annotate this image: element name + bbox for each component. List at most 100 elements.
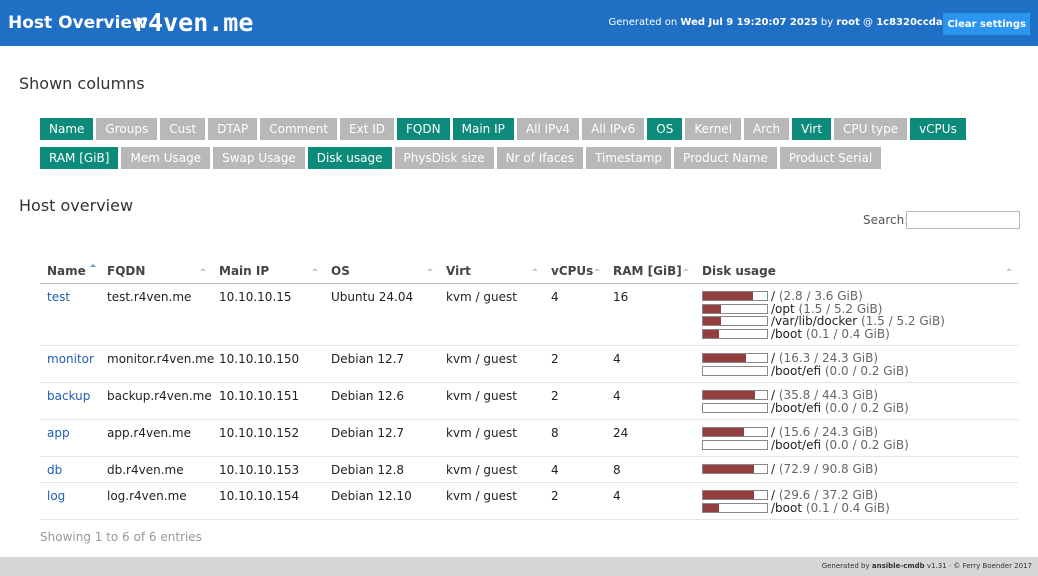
column-toggle[interactable]: All IPv6 bbox=[582, 118, 645, 140]
column-toggle[interactable]: Virt bbox=[792, 118, 832, 140]
mount-point: / bbox=[771, 289, 776, 303]
column-toggle[interactable]: Mem Usage bbox=[121, 147, 211, 169]
cell: 10.10.10.151 bbox=[212, 382, 324, 420]
column-toggle[interactable]: Groups bbox=[96, 118, 158, 140]
column-header[interactable]: Disk usage bbox=[695, 260, 1018, 284]
column-header[interactable]: OS bbox=[324, 260, 439, 284]
column-toggle[interactable]: Comment bbox=[260, 118, 338, 140]
column-toggle[interactable]: CPU type bbox=[834, 118, 908, 140]
cell: 16 bbox=[606, 283, 695, 346]
disk-bar bbox=[702, 353, 768, 363]
host-link[interactable]: monitor bbox=[47, 352, 94, 366]
column-header[interactable]: Main IP bbox=[212, 260, 324, 284]
disk-bar bbox=[702, 502, 768, 513]
column-header[interactable]: Virt bbox=[439, 260, 544, 284]
cell: kvm / guest bbox=[439, 345, 544, 383]
cell: backup.r4ven.me bbox=[100, 382, 212, 420]
mount-point: /boot bbox=[771, 326, 803, 341]
disk-cell: / (16.3 / 24.3 GiB)/boot/efi (0.0 / 0.2 … bbox=[695, 345, 1018, 383]
column-toggle[interactable]: Kernel bbox=[685, 118, 742, 140]
column-toggle[interactable]: Main IP bbox=[452, 118, 514, 140]
host-link[interactable]: test bbox=[47, 290, 71, 304]
disk-cell: / (35.8 / 44.3 GiB)/boot/efi (0.0 / 0.2 … bbox=[695, 382, 1018, 420]
column-header[interactable]: FQDN bbox=[100, 260, 212, 284]
column-toggle[interactable]: Timestamp bbox=[586, 147, 672, 169]
header-title: Host Overview bbox=[8, 13, 148, 33]
cell: Debian 12.7 bbox=[324, 419, 439, 457]
disk-bar-fill bbox=[703, 304, 722, 313]
disk-usage: (0.1 / 0.4 GiB) bbox=[805, 326, 890, 341]
column-header[interactable]: Name bbox=[40, 260, 100, 284]
cell: kvm / guest bbox=[439, 382, 544, 420]
disk: /var/lib/docker (1.5 / 5.2 GiB) bbox=[702, 315, 1011, 328]
host-link[interactable]: db bbox=[47, 463, 63, 477]
cell: 4 bbox=[606, 482, 695, 520]
column-toggle[interactable]: Ext ID bbox=[340, 118, 395, 140]
cell: 10.10.10.154 bbox=[212, 482, 324, 520]
cell: db bbox=[40, 456, 100, 483]
clear-settings-button[interactable]: Clear settings bbox=[943, 13, 1030, 35]
disk-bar bbox=[702, 402, 768, 413]
text: v1.31 · © Ferry Boender 2017 bbox=[926, 562, 1032, 570]
mount-point: / bbox=[771, 425, 776, 439]
column-toggle[interactable]: DTAP bbox=[208, 118, 258, 140]
cell: 8 bbox=[544, 419, 606, 457]
disk-usage: (72.9 / 90.8 GiB) bbox=[778, 462, 879, 476]
cell: 4 bbox=[544, 456, 606, 483]
mount-point: / bbox=[771, 351, 776, 365]
disk-bar bbox=[702, 291, 768, 301]
host-row: app app.r4ven.me 10.10.10.152 Debian 12.7 kv… bbox=[40, 419, 1018, 457]
cell: log.r4ven.me bbox=[100, 482, 212, 520]
disk-bar bbox=[702, 328, 768, 339]
cell: 2 bbox=[544, 482, 606, 520]
column-toggle[interactable]: Nr of Ifaces bbox=[496, 147, 584, 169]
column-toggle[interactable]: vCPUs bbox=[910, 118, 966, 140]
cell: 10.10.10.152 bbox=[212, 419, 324, 457]
column-header[interactable]: vCPUs bbox=[544, 260, 606, 284]
disk: /boot (0.1 / 0.4 GiB) bbox=[702, 326, 1011, 341]
column-toggle[interactable]: Product Name bbox=[674, 147, 777, 169]
cell: kvm / guest bbox=[439, 419, 544, 457]
column-toggle[interactable]: Name bbox=[40, 118, 94, 140]
header-row: Name FQDN Main IP OS Virt vCPUs RAM [GiB] Disk … bbox=[40, 260, 1018, 284]
column-toggle[interactable]: PhysDisk size bbox=[394, 147, 494, 169]
disk-bar bbox=[702, 390, 768, 400]
column-toggle[interactable]: Swap Usage bbox=[213, 147, 305, 169]
section-title: Host overview bbox=[19, 196, 134, 215]
table-info: Showing 1 to 6 of 6 entries bbox=[40, 530, 202, 544]
column-toggle[interactable]: FQDN bbox=[397, 118, 450, 140]
cell: 10.10.10.15 bbox=[212, 283, 324, 346]
cell: 2 bbox=[544, 345, 606, 383]
cell: app bbox=[40, 419, 100, 457]
disk-cell: / (2.8 / 3.6 GiB)/opt (1.5 / 5.2 GiB)/va… bbox=[695, 283, 1018, 346]
disk: /boot (0.1 / 0.4 GiB) bbox=[702, 501, 1011, 515]
disk: /boot/efi (0.0 / 0.2 GiB) bbox=[702, 401, 1011, 415]
disk: / (29.6 / 37.2 GiB) bbox=[702, 489, 1011, 502]
host-link[interactable]: log bbox=[47, 489, 66, 503]
column-header[interactable]: RAM [GiB] bbox=[606, 260, 695, 284]
column-toggle[interactable]: Disk usage bbox=[307, 147, 392, 169]
host-row: monitor monitor.r4ven.me 10.10.10.150 Debia… bbox=[40, 345, 1018, 383]
search-input[interactable] bbox=[906, 211, 1020, 229]
host-row: test test.r4ven.me 10.10.10.15 Ubuntu 24.04… bbox=[40, 283, 1018, 346]
disk: / (16.3 / 24.3 GiB) bbox=[702, 352, 1011, 365]
cell: Debian 12.7 bbox=[324, 345, 439, 383]
column-toggle[interactable]: Arch bbox=[744, 118, 790, 140]
header: Host Overview r4ven.me Generated on Wed … bbox=[0, 0, 1038, 46]
column-toggle[interactable]: OS bbox=[647, 118, 683, 140]
disk-usage: (16.3 / 24.3 GiB) bbox=[778, 351, 879, 365]
host-link[interactable]: backup bbox=[47, 389, 91, 403]
host-link[interactable]: app bbox=[47, 426, 70, 440]
column-toggle[interactable]: RAM [GiB] bbox=[40, 147, 119, 169]
cell: Debian 12.10 bbox=[324, 482, 439, 520]
disk-bar bbox=[702, 303, 768, 314]
search-label: Search: bbox=[863, 213, 909, 227]
column-toggle[interactable]: Product Serial bbox=[779, 147, 882, 169]
disk-cell: / (29.6 / 37.2 GiB)/boot (0.1 / 0.4 GiB) bbox=[695, 482, 1018, 520]
mount-point: / bbox=[771, 462, 776, 476]
disk-cell: / (72.9 / 90.8 GiB) bbox=[695, 456, 1018, 483]
column-toggle[interactable]: Cust bbox=[160, 118, 206, 140]
cell: test bbox=[40, 283, 100, 346]
disk: /boot/efi (0.0 / 0.2 GiB) bbox=[702, 438, 1011, 452]
column-toggle[interactable]: All IPv4 bbox=[516, 118, 580, 140]
